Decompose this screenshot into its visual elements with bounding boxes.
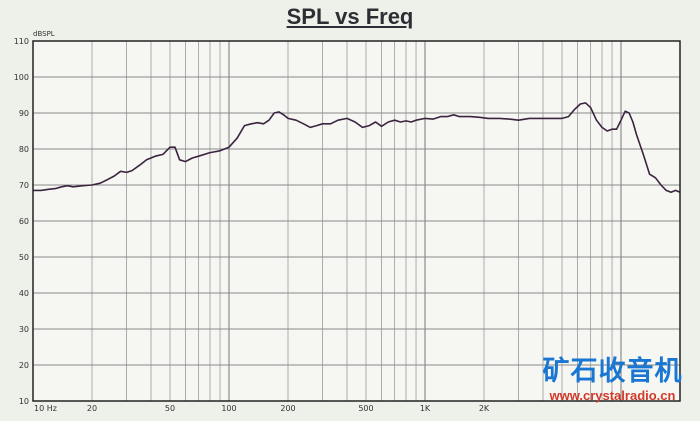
y-tick-label: 50 — [19, 253, 29, 262]
y-tick-label: 40 — [19, 289, 29, 298]
x-tick-labels: 10 Hz 20 50 100 200 500 1K 2K — [34, 404, 490, 413]
x-tick-label: 100 — [221, 404, 236, 413]
watermark-logo-text: 矿石收音机 — [542, 356, 683, 387]
grid-lines — [32, 40, 681, 402]
x-tick-label: 1K — [420, 404, 431, 413]
y-tick-label: 20 — [19, 361, 29, 370]
series-line-spl — [33, 102, 681, 193]
x-tick-label: 50 — [165, 404, 175, 413]
y-tick-label: 10 — [19, 397, 29, 406]
y-tick-label: 110 — [14, 37, 29, 46]
y-tick-label: 90 — [19, 109, 29, 118]
y-tick-label: 70 — [19, 181, 29, 190]
plot-frame — [32, 40, 681, 402]
y-tick-label: 100 — [14, 73, 29, 82]
x-tick-label: 10 Hz — [34, 404, 57, 413]
y-tick-labels: 10 20 30 40 50 60 70 80 90 100 110 — [14, 37, 29, 406]
y-axis-label: dBSPL — [33, 30, 55, 38]
y-tick-label: 30 — [19, 325, 29, 334]
chart-title: SPL vs Freq — [286, 4, 414, 29]
x-tick-label: 20 — [87, 404, 97, 413]
watermark: 矿石收音机 www.crystalradio.cn — [530, 356, 695, 404]
x-tick-label: 2K — [479, 404, 490, 413]
x-tick-label: 500 — [358, 404, 373, 413]
y-tick-label: 80 — [19, 145, 29, 154]
watermark-url: www.crystalradio.cn — [549, 388, 676, 403]
x-tick-label: 200 — [280, 404, 295, 413]
y-tick-label: 60 — [19, 217, 29, 226]
